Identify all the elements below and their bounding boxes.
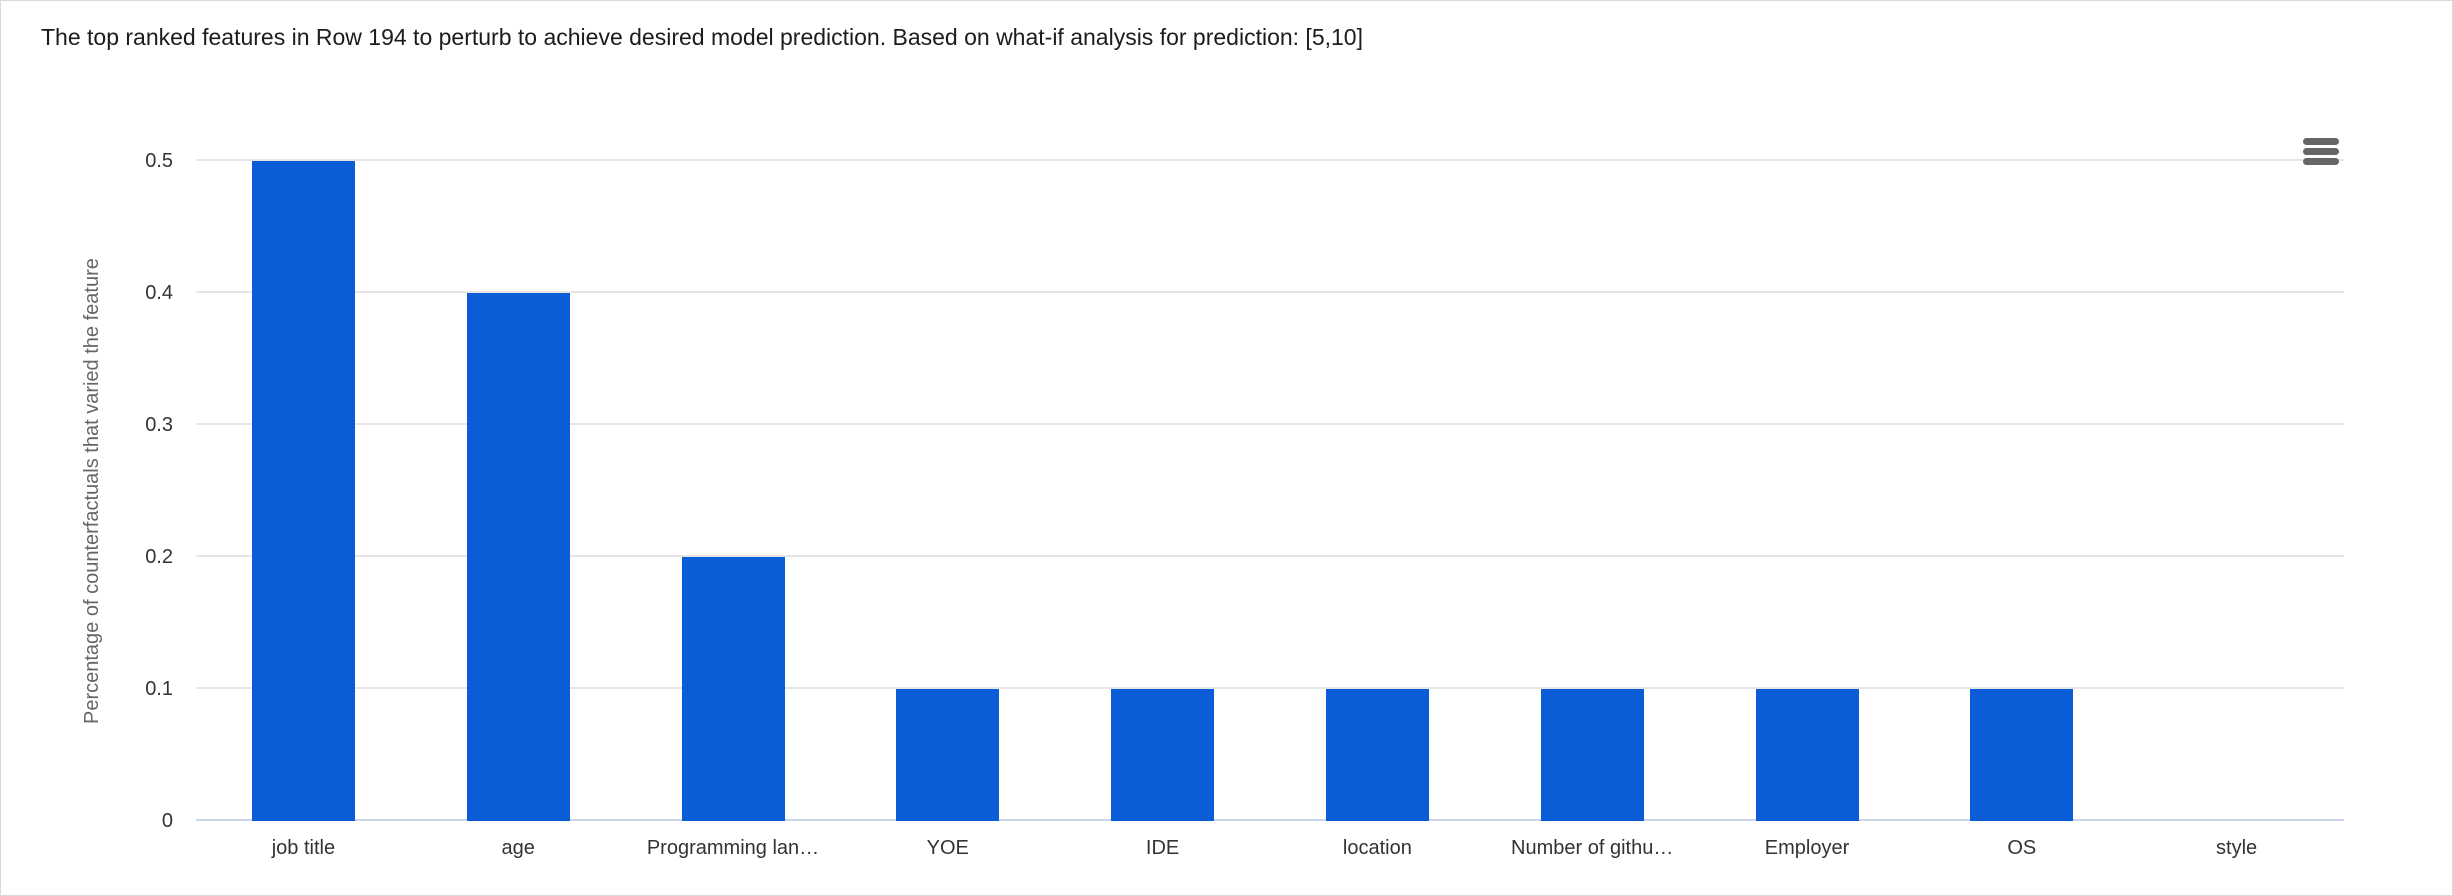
x-category-label: style xyxy=(2216,837,2258,859)
bar-job-title[interactable] xyxy=(251,161,355,821)
bar-ide[interactable] xyxy=(1111,689,1215,821)
bar-number-of-githu-[interactable] xyxy=(1540,689,1644,821)
x-category-label: location xyxy=(1342,837,1412,859)
x-category-label: Programming lan… xyxy=(646,837,820,859)
bar-employer[interactable] xyxy=(1755,689,1859,821)
y-tick-label: 0.5 xyxy=(145,150,173,172)
hamburger-menu-icon xyxy=(2303,138,2339,165)
y-tick-label: 0 xyxy=(161,810,173,832)
x-category-label: IDE xyxy=(1145,837,1180,859)
chart-context-menu-button[interactable] xyxy=(2299,134,2343,169)
y-tick-label: 0.3 xyxy=(145,414,173,436)
y-tick-label: 0.1 xyxy=(145,678,173,700)
y-tick-label: 0.4 xyxy=(145,282,173,304)
bar-yoe[interactable] xyxy=(896,689,1000,821)
bar-age[interactable] xyxy=(466,293,570,821)
x-category-label: OS xyxy=(2007,837,2037,859)
y-gridline xyxy=(196,555,2344,557)
y-gridline xyxy=(196,423,2344,425)
x-category-label: Number of githu… xyxy=(1511,837,1674,859)
y-gridline xyxy=(196,291,2344,293)
x-category-label: YOE xyxy=(926,837,969,859)
x-category-label: age xyxy=(501,837,535,859)
y-gridline xyxy=(196,687,2344,689)
x-axis-line xyxy=(196,819,2344,821)
y-tick-label: 0.2 xyxy=(145,546,173,568)
chart-title: The top ranked features in Row 194 to pe… xyxy=(41,24,1363,50)
bar-os[interactable] xyxy=(1970,689,2074,821)
x-category-label: job title xyxy=(271,837,336,859)
x-category-label: Employer xyxy=(1764,837,1850,859)
y-axis-title: Percentage of counterfactuals that varie… xyxy=(81,258,103,724)
y-gridline xyxy=(196,159,2344,161)
bar-location[interactable] xyxy=(1325,689,1429,821)
bar-programming-lan-[interactable] xyxy=(681,557,785,821)
